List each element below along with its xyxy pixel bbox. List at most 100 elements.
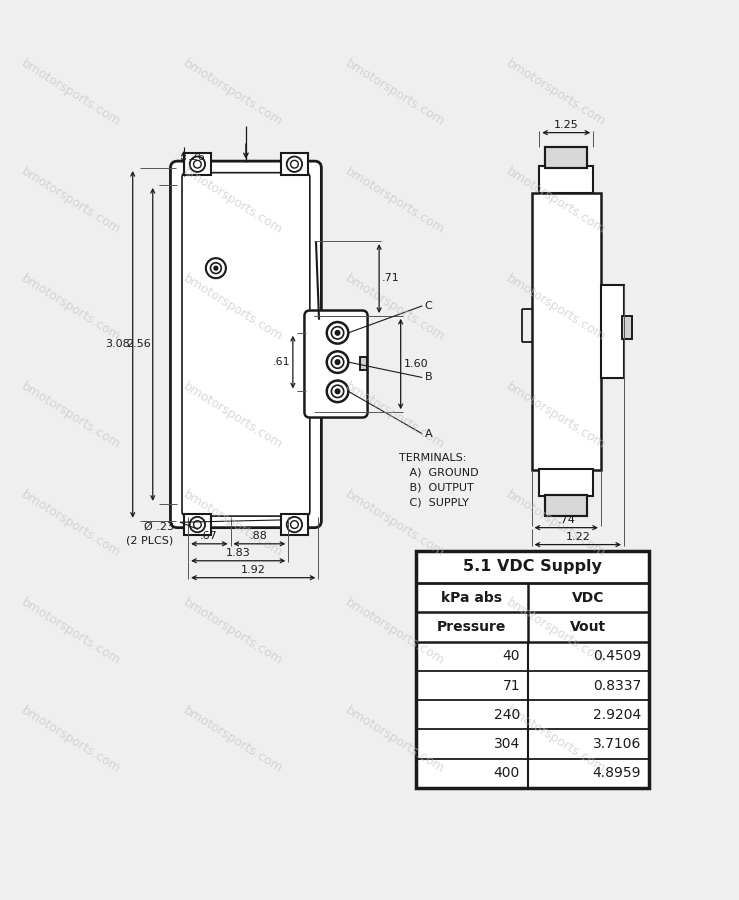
Text: bmotorsports.com: bmotorsports.com: [19, 165, 123, 237]
Bar: [539, 166, 593, 193]
Circle shape: [290, 521, 299, 528]
Text: 1.92: 1.92: [240, 564, 265, 574]
Circle shape: [214, 266, 218, 270]
Text: 40: 40: [503, 649, 520, 663]
Text: bmotorsports.com: bmotorsports.com: [19, 704, 123, 775]
Text: 240: 240: [494, 707, 520, 722]
Bar: [183, 153, 211, 175]
Text: bmotorsports.com: bmotorsports.com: [343, 380, 446, 452]
Text: bmotorsports.com: bmotorsports.com: [181, 380, 285, 452]
Text: 0.4509: 0.4509: [593, 649, 641, 663]
Bar: [416, 551, 649, 788]
Text: bmotorsports.com: bmotorsports.com: [504, 165, 608, 237]
Bar: [307, 321, 318, 407]
Bar: [601, 285, 624, 377]
Text: 2.56: 2.56: [126, 339, 151, 349]
Text: bmotorsports.com: bmotorsports.com: [181, 596, 285, 668]
Text: 1.22: 1.22: [565, 532, 590, 542]
Text: bmotorsports.com: bmotorsports.com: [181, 57, 285, 129]
Text: bmotorsports.com: bmotorsports.com: [504, 596, 608, 668]
Circle shape: [331, 327, 344, 339]
Text: bmotorsports.com: bmotorsports.com: [343, 596, 446, 668]
Bar: [281, 514, 308, 536]
Text: bmotorsports.com: bmotorsports.com: [504, 380, 608, 452]
Text: bmotorsports.com: bmotorsports.com: [504, 57, 608, 129]
FancyBboxPatch shape: [304, 310, 367, 418]
Circle shape: [287, 517, 302, 532]
Text: 1.60: 1.60: [403, 358, 429, 369]
Text: bmotorsports.com: bmotorsports.com: [19, 488, 123, 560]
Text: Pressure: Pressure: [437, 620, 506, 634]
Text: bmotorsports.com: bmotorsports.com: [19, 57, 123, 129]
Circle shape: [194, 160, 201, 168]
Text: VDC: VDC: [572, 590, 605, 605]
Circle shape: [336, 360, 340, 364]
Bar: [545, 494, 587, 516]
Circle shape: [327, 351, 348, 373]
Text: Vout: Vout: [570, 620, 606, 634]
Text: .61: .61: [273, 357, 290, 367]
Text: .88: .88: [250, 531, 268, 541]
Text: TERMINALS:
   A)  GROUND
   B)  OUTPUT
   C)  SUPPLY: TERMINALS: A) GROUND B) OUTPUT C) SUPPLY: [399, 453, 479, 508]
Text: bmotorsports.com: bmotorsports.com: [181, 273, 285, 344]
Circle shape: [206, 258, 226, 278]
Text: 1.25: 1.25: [554, 120, 579, 130]
Text: bmotorsports.com: bmotorsports.com: [181, 488, 285, 560]
Text: 3.08: 3.08: [105, 339, 129, 349]
Text: .74: .74: [557, 515, 575, 525]
Text: bmotorsports.com: bmotorsports.com: [504, 273, 608, 344]
Text: bmotorsports.com: bmotorsports.com: [19, 380, 123, 452]
Text: .26: .26: [188, 152, 206, 162]
Text: bmotorsports.com: bmotorsports.com: [504, 704, 608, 775]
Text: Ø .23
(2 PLCS): Ø .23 (2 PLCS): [126, 522, 174, 545]
Text: bmotorsports.com: bmotorsports.com: [19, 273, 123, 344]
Text: bmotorsports.com: bmotorsports.com: [343, 273, 446, 344]
Bar: [545, 494, 587, 516]
Text: bmotorsports.com: bmotorsports.com: [181, 704, 285, 775]
Circle shape: [327, 322, 348, 344]
Bar: [545, 147, 587, 168]
Text: 3.7106: 3.7106: [593, 737, 641, 751]
Bar: [545, 147, 587, 168]
Circle shape: [287, 157, 302, 172]
Circle shape: [190, 517, 205, 532]
Text: 2.9204: 2.9204: [593, 707, 641, 722]
Text: bmotorsports.com: bmotorsports.com: [343, 165, 446, 237]
Text: .67: .67: [200, 531, 218, 541]
Text: 71: 71: [503, 679, 520, 692]
Circle shape: [190, 157, 205, 172]
Text: bmotorsports.com: bmotorsports.com: [19, 596, 123, 668]
Circle shape: [194, 521, 201, 528]
Text: 1.83: 1.83: [226, 548, 251, 558]
Text: bmotorsports.com: bmotorsports.com: [343, 704, 446, 775]
Text: 304: 304: [494, 737, 520, 751]
Text: B: B: [424, 373, 432, 382]
Bar: [183, 514, 211, 536]
Bar: [360, 357, 367, 370]
Bar: [622, 316, 632, 339]
Bar: [531, 193, 601, 470]
Text: 5.1 VDC Supply: 5.1 VDC Supply: [463, 560, 602, 574]
Bar: [539, 469, 593, 496]
Text: A: A: [424, 428, 432, 438]
Circle shape: [336, 389, 340, 393]
FancyBboxPatch shape: [171, 161, 321, 527]
Circle shape: [211, 263, 221, 274]
Bar: [622, 316, 632, 339]
Text: kPa abs: kPa abs: [441, 590, 503, 605]
Bar: [281, 153, 308, 175]
Text: bmotorsports.com: bmotorsports.com: [343, 488, 446, 560]
Text: bmotorsports.com: bmotorsports.com: [504, 488, 608, 560]
Circle shape: [290, 160, 299, 168]
Text: bmotorsports.com: bmotorsports.com: [181, 165, 285, 237]
Circle shape: [331, 385, 344, 398]
Text: 0.8337: 0.8337: [593, 679, 641, 692]
Circle shape: [327, 381, 348, 402]
Text: bmotorsports.com: bmotorsports.com: [343, 57, 446, 129]
Text: C: C: [424, 301, 432, 310]
Circle shape: [336, 330, 340, 335]
Text: 4.8959: 4.8959: [593, 766, 641, 780]
Bar: [360, 357, 367, 370]
Text: .71: .71: [382, 274, 400, 284]
Text: 400: 400: [494, 766, 520, 780]
